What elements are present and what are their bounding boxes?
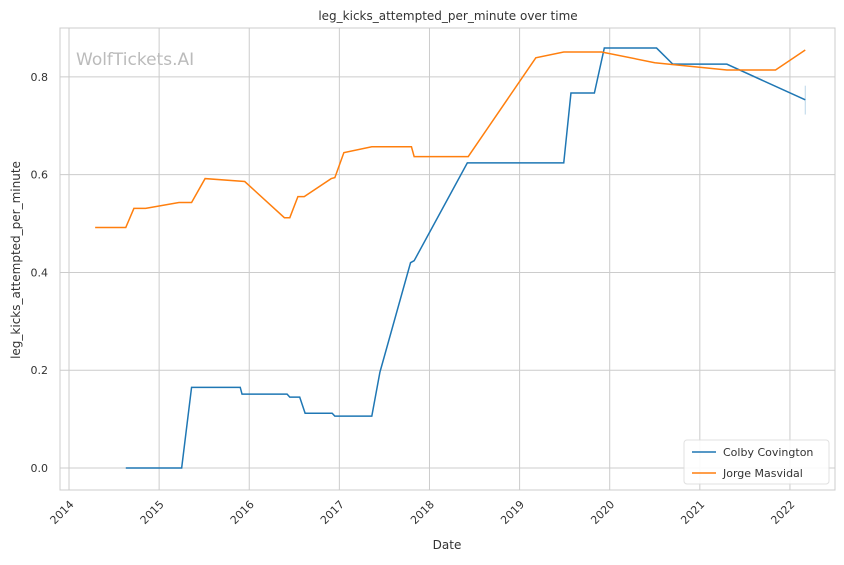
x-tick-label: 2020 [588,498,617,527]
x-tick-label: 2015 [138,498,167,527]
y-tick-label: 0.0 [31,462,49,475]
x-tick-label: 2018 [408,498,437,527]
series-line-colby-covington [125,47,806,469]
series-line-jorge-masvidal [95,49,806,229]
x-tick-label: 2022 [768,498,797,527]
x-tick-label: 2016 [228,498,257,527]
legend: Colby Covington Jorge Masvidal [683,439,830,485]
x-axis-label: Date [433,538,462,552]
x-tick-label: 2014 [48,498,77,527]
x-tick-label: 2021 [678,498,707,527]
y-tick-label: 0.6 [31,169,49,182]
y-tick-label: 0.8 [31,71,49,84]
y-tick-label: 0.4 [31,266,49,279]
legend-label-jorge: Jorge Masvidal [722,467,803,480]
y-tick-label: 0.2 [31,364,49,377]
legend-label-colby: Colby Covington [723,446,813,459]
plot-frame [59,27,836,491]
x-tick-label: 2019 [498,498,527,527]
chart-title: leg_kicks_attempted_per_minute over time [318,9,577,23]
x-tick-label: 2017 [318,498,347,527]
watermark: WolfTickets.AI [76,50,194,70]
y-axis-label: leg_kicks_attempted_per_minute [9,161,23,359]
